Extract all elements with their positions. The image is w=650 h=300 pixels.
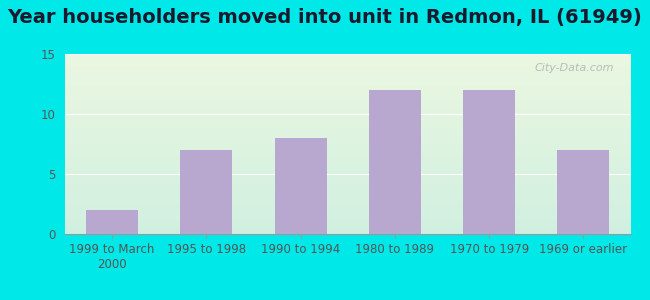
- Text: City-Data.com: City-Data.com: [534, 63, 614, 73]
- Bar: [181, 150, 232, 234]
- Bar: [275, 138, 326, 234]
- Bar: [463, 90, 515, 234]
- Text: Year householders moved into unit in Redmon, IL (61949): Year householders moved into unit in Red…: [8, 8, 642, 27]
- Bar: [86, 210, 138, 234]
- Bar: [369, 90, 421, 234]
- Bar: [558, 150, 609, 234]
